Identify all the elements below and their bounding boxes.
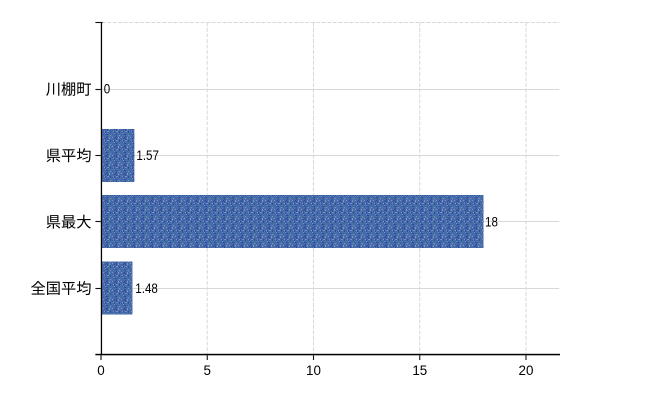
svg-text:10: 10	[306, 363, 321, 378]
svg-text:5: 5	[203, 363, 210, 378]
svg-text:1.48: 1.48	[135, 280, 158, 296]
svg-text:18: 18	[485, 214, 498, 230]
svg-text:1.57: 1.57	[136, 147, 159, 163]
svg-text:0: 0	[104, 81, 110, 97]
svg-text:20: 20	[519, 363, 534, 378]
svg-text:15: 15	[412, 363, 427, 378]
svg-text:0: 0	[97, 363, 104, 378]
